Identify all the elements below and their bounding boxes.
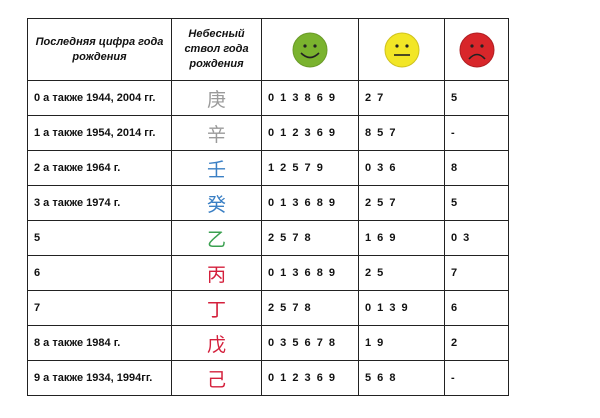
bad-digits-cell: 8 — [444, 150, 509, 186]
stem-cell: 戊 — [171, 325, 262, 361]
neutral-digits-cell: 1 6 9 — [358, 220, 445, 256]
neutral-digits-cell: 0 3 6 — [358, 150, 445, 186]
happy-face-icon — [292, 32, 328, 67]
bad-digits-cell: - — [444, 360, 509, 396]
stem-cell: 乙 — [171, 220, 262, 256]
bad-digits-cell: 5 — [444, 185, 509, 221]
last-digit-cell: 0 а также 1944, 2004 гг. — [27, 80, 172, 116]
stem-cell: 丁 — [171, 290, 262, 326]
good-digits-cell: 2 5 7 8 — [261, 290, 359, 326]
stem-cell: 癸 — [171, 185, 262, 221]
last-digit-cell: 7 — [27, 290, 172, 326]
good-digits-cell: 0 3 5 6 7 8 — [261, 325, 359, 361]
last-digit-cell: 5 — [27, 220, 172, 256]
stem-cell: 辛 — [171, 115, 262, 151]
neutral-digits-cell: 5 6 8 — [358, 360, 445, 396]
neutral-digits-cell: 0 1 3 9 — [358, 290, 445, 326]
neutral-face-icon — [384, 32, 419, 67]
header-row: Последняя цифра года рождения Небесный с… — [27, 18, 509, 81]
header-neutral — [358, 18, 445, 81]
bad-digits-cell: 5 — [444, 80, 509, 116]
last-digit-cell: 2 а также 1964 г. — [27, 150, 172, 186]
sad-face-icon — [459, 32, 494, 67]
last-digit-cell: 8 а также 1984 г. — [27, 325, 172, 361]
neutral-digits-cell: 8 5 7 — [358, 115, 445, 151]
bad-digits-cell: 7 — [444, 255, 509, 291]
stem-cell: 壬 — [171, 150, 262, 186]
neutral-digits-cell: 2 7 — [358, 80, 445, 116]
stem-cell: 丙 — [171, 255, 262, 291]
neutral-digits-cell: 1 9 — [358, 325, 445, 361]
stem-cell: 庚 — [171, 80, 262, 116]
last-digit-cell: 9 а также 1934, 1994гг. — [27, 360, 172, 396]
neutral-digits-cell: 2 5 — [358, 255, 445, 291]
last-digit-cell: 6 — [27, 255, 172, 291]
bad-digits-cell: - — [444, 115, 509, 151]
good-digits-cell: 0 1 3 6 8 9 — [261, 185, 359, 221]
header-heavenly-stem: Небесный ствол года рождения — [171, 18, 262, 81]
header-last-digit: Последняя цифра года рождения — [27, 18, 172, 81]
bad-digits-cell: 2 — [444, 325, 509, 361]
bad-digits-cell: 6 — [444, 290, 509, 326]
good-digits-cell: 0 1 2 3 6 9 — [261, 360, 359, 396]
stem-cell: 己 — [171, 360, 262, 396]
header-bad — [444, 18, 509, 81]
last-digit-cell: 3 а также 1974 г. — [27, 185, 172, 221]
bad-digits-cell: 0 3 — [444, 220, 509, 256]
last-digit-cell: 1 а также 1954, 2014 гг. — [27, 115, 172, 151]
neutral-digits-cell: 2 5 7 — [358, 185, 445, 221]
good-digits-cell: 0 1 2 3 6 9 — [261, 115, 359, 151]
compatibility-table: Последняя цифра года рождения Небесный с… — [27, 18, 509, 396]
good-digits-cell: 1 2 5 7 9 — [261, 150, 359, 186]
header-good — [261, 18, 359, 81]
good-digits-cell: 2 5 7 8 — [261, 220, 359, 256]
good-digits-cell: 0 1 3 8 6 9 — [261, 80, 359, 116]
good-digits-cell: 0 1 3 6 8 9 — [261, 255, 359, 291]
